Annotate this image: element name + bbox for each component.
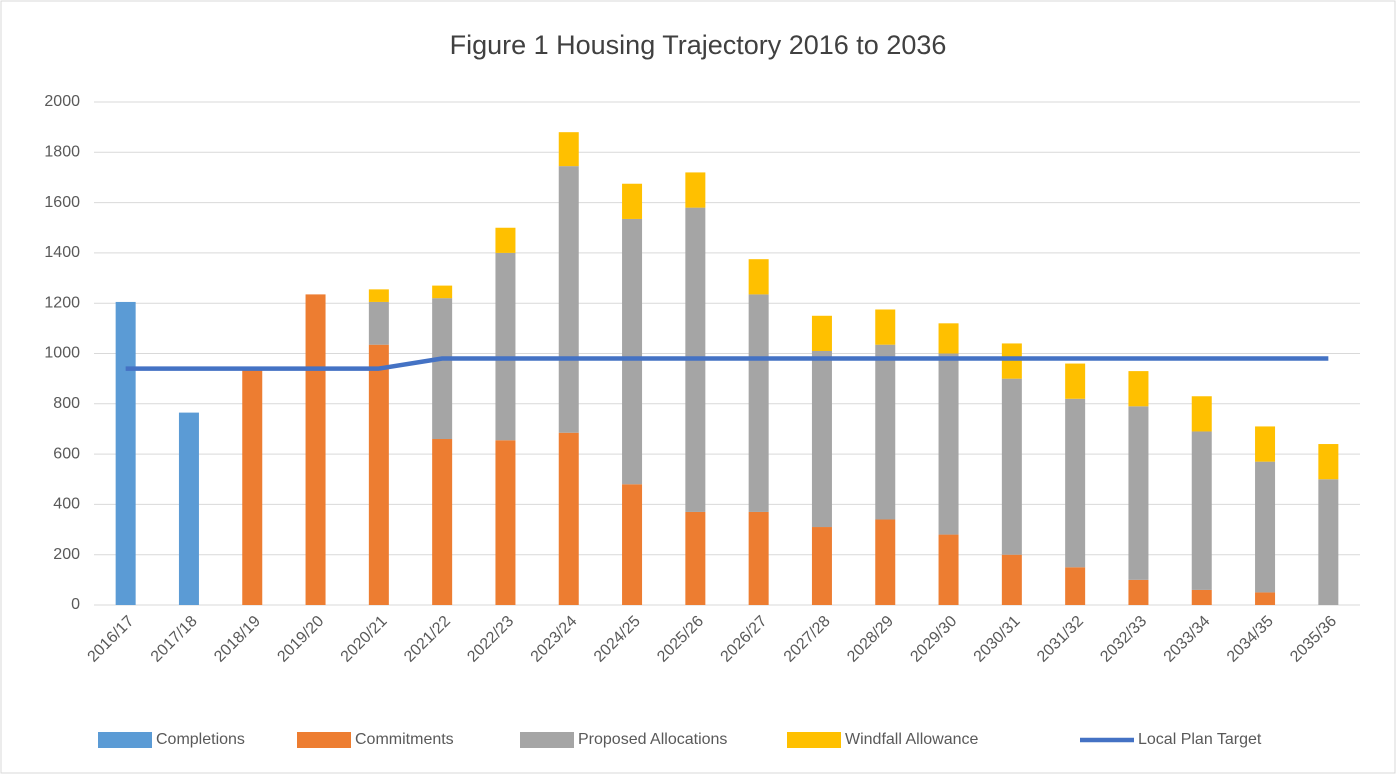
bar (558, 166, 579, 433)
bar (685, 511, 706, 605)
bar (1191, 431, 1212, 590)
bar (432, 285, 453, 299)
bar (305, 294, 326, 605)
y-tick-label: 1800 (44, 144, 80, 161)
chart-title: Figure 1 Housing Trajectory 2016 to 2036 (450, 30, 947, 60)
bar (495, 440, 516, 605)
legend-label: Completions (156, 731, 245, 748)
bar (811, 527, 832, 605)
bar (938, 323, 959, 354)
bar (1065, 398, 1086, 568)
bar (1065, 363, 1086, 399)
bar (495, 227, 516, 253)
bar (368, 301, 389, 345)
bar (368, 289, 389, 302)
y-tick-label: 600 (53, 445, 80, 462)
bar (748, 511, 769, 605)
bar (685, 172, 706, 208)
y-tick-label: 1600 (44, 194, 80, 211)
bar (1128, 406, 1149, 580)
bar (1001, 554, 1022, 605)
legend-label: Proposed Allocations (578, 731, 727, 748)
y-tick-label: 1200 (44, 294, 80, 311)
y-tick-label: 2000 (44, 93, 80, 110)
bar (1001, 343, 1022, 379)
bar (938, 534, 959, 605)
legend-swatch (297, 732, 351, 748)
bar (495, 252, 516, 441)
y-tick-label: 200 (53, 546, 80, 563)
y-tick-label: 0 (71, 596, 80, 613)
bar (622, 484, 643, 605)
bar (1128, 371, 1149, 407)
bar (938, 353, 959, 535)
bar (1318, 479, 1339, 605)
bar (1255, 592, 1276, 605)
legend-label: Commitments (355, 731, 454, 748)
bar (1255, 461, 1276, 593)
legend-swatch (787, 732, 841, 748)
bar (811, 350, 832, 528)
y-tick-label: 800 (53, 395, 80, 412)
legend-label: Windfall Allowance (845, 731, 979, 748)
bar (432, 298, 453, 440)
bar (748, 259, 769, 295)
bar (1255, 426, 1276, 462)
legend-label: Local Plan Target (1138, 731, 1262, 748)
bar (242, 369, 263, 605)
line (125, 356, 1329, 371)
bar (115, 301, 136, 605)
bar (432, 439, 453, 605)
bar (368, 344, 389, 605)
bar (1191, 396, 1212, 432)
legend-swatch (520, 732, 574, 748)
bar (558, 432, 579, 605)
bar (1128, 579, 1149, 605)
y-tick-label: 1000 (44, 345, 80, 362)
bar (1191, 589, 1212, 605)
legend-swatch (98, 732, 152, 748)
bar (748, 294, 769, 512)
bar (178, 412, 199, 605)
bar (875, 309, 896, 345)
bar (1001, 378, 1022, 555)
bar (622, 183, 643, 219)
bar (875, 519, 896, 605)
bar (558, 132, 579, 167)
bar (1318, 444, 1339, 480)
y-tick-label: 400 (53, 496, 80, 513)
bar (1065, 567, 1086, 605)
bar (875, 344, 896, 520)
y-tick-label: 1400 (44, 244, 80, 261)
bar (622, 218, 643, 485)
bar (811, 315, 832, 351)
